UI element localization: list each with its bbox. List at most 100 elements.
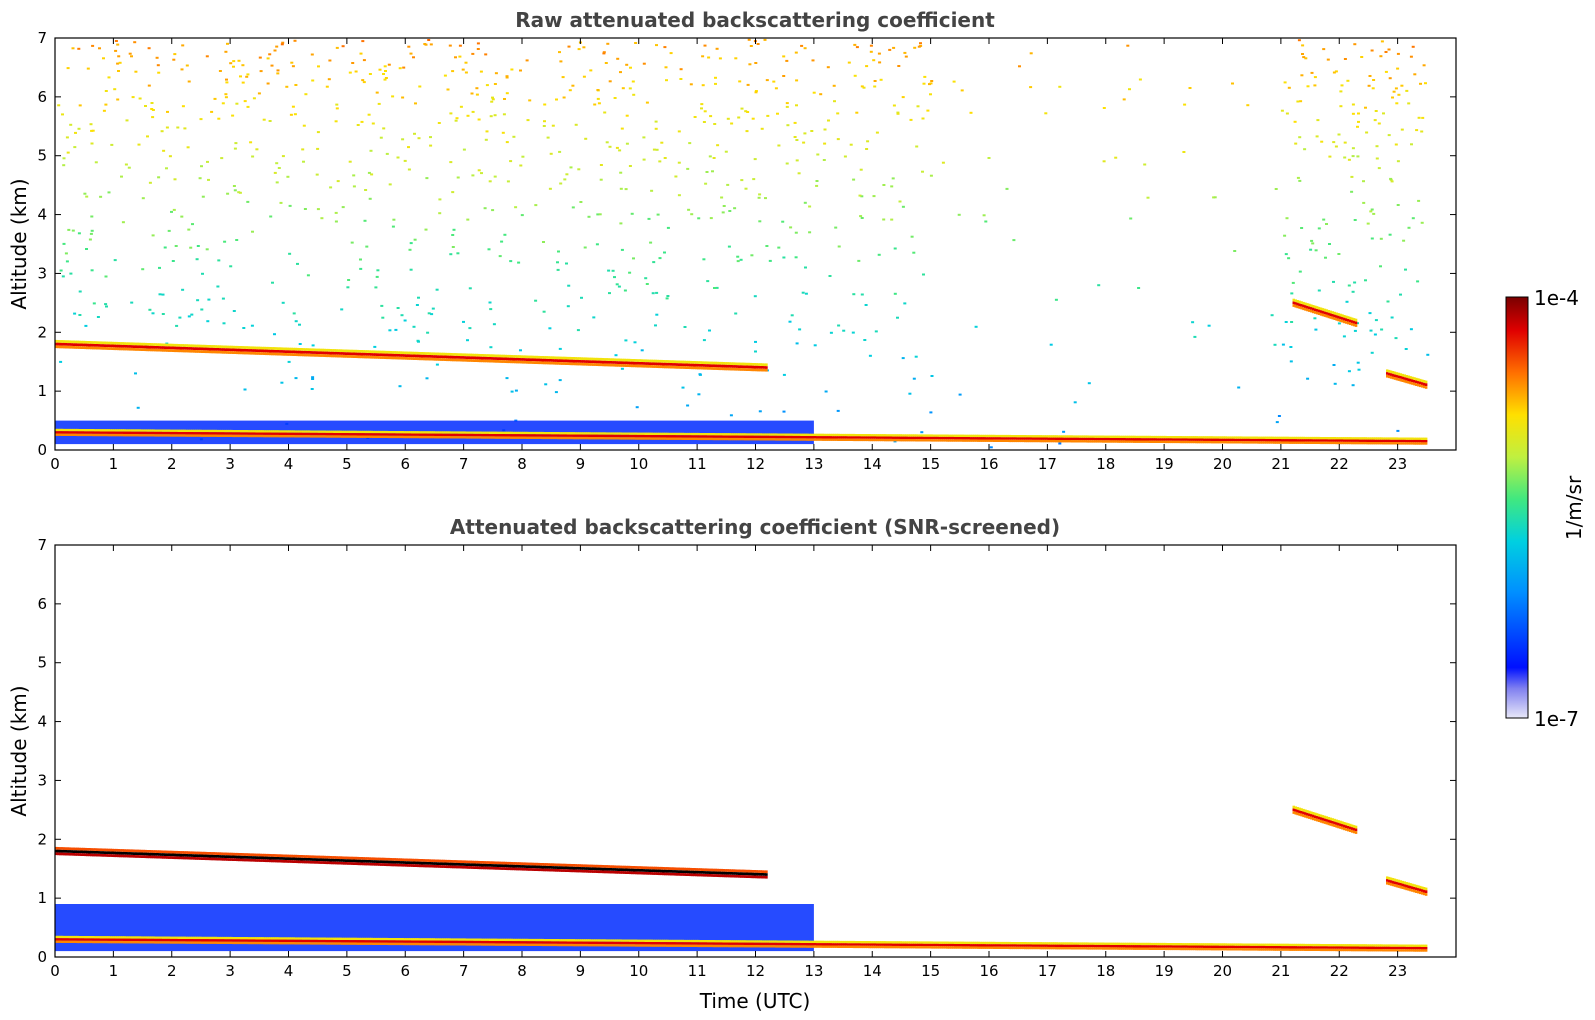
layer-cell — [1053, 437, 1056, 440]
layer-cell — [1064, 440, 1068, 443]
layer-cell — [294, 353, 297, 356]
noise-pixel — [739, 258, 743, 261]
layer-cell — [88, 850, 91, 854]
layer-cell — [228, 434, 231, 437]
layer-cell — [685, 360, 688, 364]
noise-pixel — [1313, 84, 1317, 87]
layer-cell — [1422, 385, 1426, 389]
noise-pixel — [141, 197, 145, 200]
layer-cell — [710, 361, 714, 365]
layer-cell — [1179, 438, 1183, 441]
layer-cell — [1024, 435, 1027, 438]
layer-cell — [152, 345, 155, 349]
noise-pixel — [548, 187, 552, 190]
layer-cell — [553, 436, 556, 440]
layer-cell — [136, 849, 140, 853]
layer-cell — [621, 358, 624, 362]
noise-pixel — [628, 87, 632, 90]
layer-cell — [191, 429, 194, 433]
layer-cell — [638, 362, 642, 365]
layer-cell — [1368, 439, 1371, 442]
layer-cell — [1123, 438, 1126, 441]
layer-cell — [259, 430, 262, 433]
layer-cell — [1051, 439, 1054, 443]
layer-cell — [247, 351, 251, 355]
layer-cell — [160, 434, 163, 437]
layer-cell — [329, 432, 332, 436]
noise-pixel — [1188, 87, 1192, 89]
layer-cell — [146, 434, 149, 437]
layer-cell — [329, 430, 332, 433]
layer-cell — [654, 432, 657, 436]
layer-cell — [1421, 442, 1424, 445]
noise-pixel — [1367, 84, 1371, 87]
noise-pixel — [1337, 133, 1341, 136]
layer-cell — [80, 433, 83, 437]
layer-cell — [706, 437, 710, 441]
layer-cell — [409, 433, 412, 436]
layer-cell — [93, 341, 97, 344]
layer-cell — [142, 429, 146, 432]
layer-cell — [220, 350, 223, 354]
layer-cell — [1164, 440, 1167, 444]
layer-cell — [395, 351, 398, 354]
layer-cell — [1300, 304, 1303, 307]
layer-cell — [722, 367, 725, 371]
layer-cell — [99, 346, 103, 350]
layer-cell — [660, 362, 663, 366]
noise-pixel — [1284, 321, 1288, 323]
layer-cell — [1329, 316, 1332, 319]
layer-cell — [771, 438, 774, 441]
layer-cell — [58, 852, 62, 856]
layer-cell — [128, 347, 132, 351]
noise-pixel — [893, 440, 897, 443]
layer-cell — [401, 356, 404, 360]
layer-cell — [132, 852, 136, 855]
layer-cell — [304, 350, 307, 354]
noise-pixel — [417, 137, 421, 140]
layer-cell — [304, 432, 307, 436]
layer-cell — [691, 363, 694, 367]
layer-cell — [708, 435, 712, 438]
layer-cell — [1298, 306, 1301, 309]
layer-cell — [58, 847, 62, 850]
noise-pixel — [243, 100, 247, 103]
noise-pixel — [597, 102, 601, 105]
layer-cell — [397, 356, 400, 360]
layer-cell — [1343, 320, 1346, 324]
noise-pixel — [275, 181, 279, 184]
layer-cell — [99, 341, 103, 345]
layer-cell — [483, 431, 486, 434]
noise-pixel — [1375, 145, 1379, 148]
layer-cell — [329, 354, 332, 358]
layer-cell — [1222, 438, 1225, 442]
noise-pixel — [1379, 265, 1382, 268]
layer-cell — [780, 435, 784, 439]
layer-cell — [1226, 438, 1229, 442]
layer-cell — [185, 347, 188, 350]
layer-cell — [496, 434, 500, 437]
noise-pixel — [1298, 270, 1302, 273]
layer-cell — [617, 364, 620, 367]
noise-pixel — [118, 61, 122, 64]
layer-cell — [214, 350, 218, 354]
layer-cell — [296, 353, 299, 357]
layer-cell — [751, 368, 755, 372]
noise-pixel — [582, 46, 586, 49]
noise-pixel — [62, 164, 66, 167]
layer-cell — [588, 437, 591, 440]
noise-pixel — [1384, 70, 1388, 73]
layer-cell — [269, 349, 272, 353]
layer-cell — [1315, 439, 1319, 442]
layer-cell — [142, 431, 146, 435]
layer-cell — [545, 434, 548, 437]
layer-cell — [1115, 440, 1118, 443]
noise-pixel — [764, 197, 767, 200]
layer-cell — [356, 355, 360, 359]
noise-pixel — [77, 232, 81, 235]
layer-cell — [282, 854, 286, 858]
layer-cell — [306, 348, 309, 351]
layer-cell — [1041, 437, 1044, 440]
layer-cell — [311, 348, 315, 352]
layer-cell — [82, 429, 85, 432]
